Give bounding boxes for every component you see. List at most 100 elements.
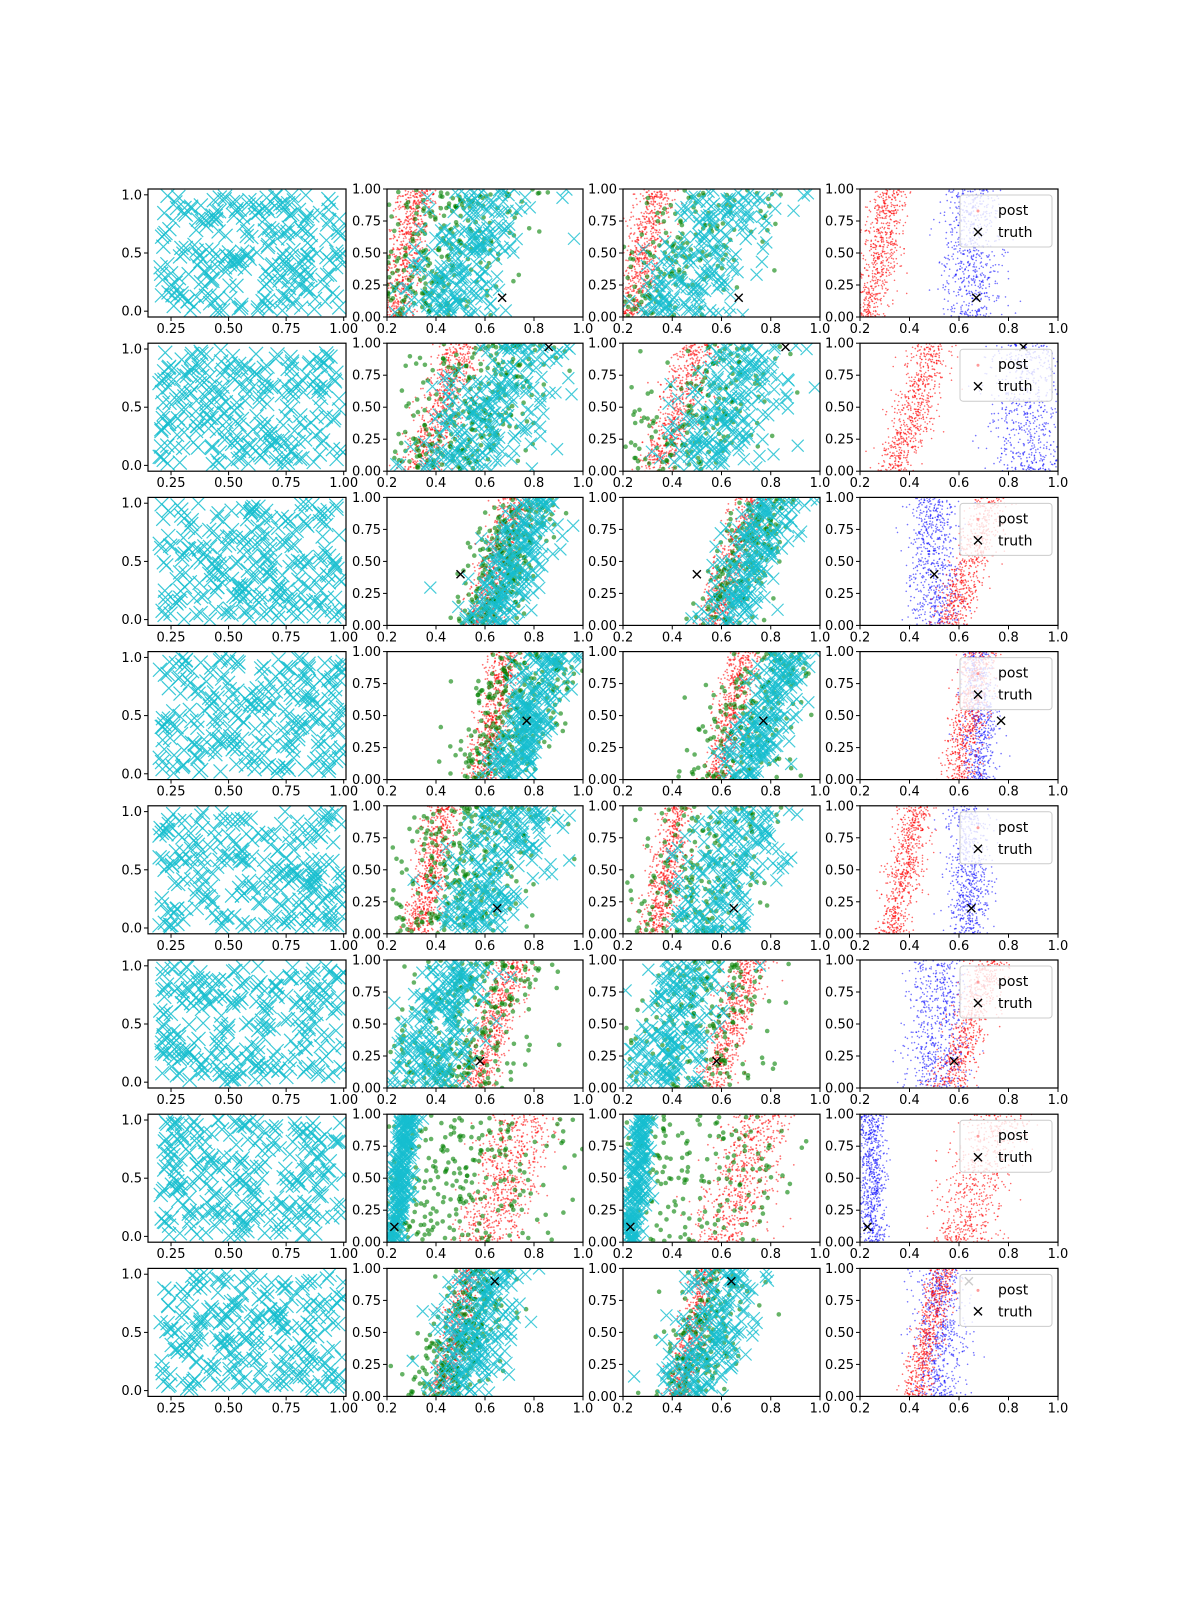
post-blue-point	[968, 252, 970, 254]
red-sample-point	[420, 436, 422, 438]
red-sample-point	[469, 366, 472, 369]
cyan-sample-marker	[414, 222, 428, 236]
red-sample-point	[632, 193, 635, 196]
cyan-sample-marker	[501, 204, 514, 218]
red-sample-point	[398, 288, 401, 291]
post-blue-point	[992, 264, 994, 267]
red-sample-point	[440, 405, 443, 408]
cyan-sample-marker	[412, 295, 426, 308]
green-sample-point	[446, 201, 452, 206]
red-sample-point	[641, 265, 644, 267]
cyan-sample-marker	[445, 261, 459, 275]
post-blue-point	[969, 250, 972, 253]
post-red-point	[890, 243, 892, 246]
cyan-sample-marker	[510, 232, 524, 246]
post-red-point	[883, 250, 886, 253]
red-sample-point	[671, 199, 674, 202]
prior-sample-marker	[317, 294, 333, 310]
cyan-sample-marker	[495, 205, 509, 219]
cyan-sample-marker	[718, 239, 732, 253]
red-sample-point	[454, 347, 456, 350]
post-red-point	[862, 314, 865, 317]
red-sample-point	[634, 255, 637, 258]
red-sample-point	[398, 208, 401, 211]
post-blue-point	[973, 263, 975, 266]
prior-sample-marker	[292, 266, 308, 282]
red-sample-point	[423, 394, 426, 397]
green-sample-point	[655, 218, 661, 224]
post-blue-point	[974, 292, 976, 295]
post-blue-point	[975, 293, 978, 296]
cyan-sample-marker	[713, 257, 727, 271]
post-red-point	[860, 229, 862, 231]
post-red-point	[886, 269, 888, 271]
post-blue-point	[969, 262, 971, 265]
red-sample-point	[461, 360, 464, 363]
post-blue-point	[975, 253, 978, 256]
prior-sample-marker	[325, 441, 341, 457]
green-sample-point	[645, 195, 651, 201]
red-sample-point	[461, 378, 464, 381]
prior-sample-marker	[177, 200, 192, 216]
post-red-point	[866, 310, 869, 313]
post-blue-point	[944, 288, 946, 291]
cyan-sample-marker	[660, 249, 673, 263]
red-sample-point	[623, 274, 626, 277]
green-sample-point	[640, 293, 645, 298]
red-sample-point	[641, 291, 644, 294]
red-sample-point	[418, 223, 420, 226]
post-blue-point	[962, 263, 965, 266]
prior-sample-marker	[214, 367, 230, 383]
post-blue-point	[980, 252, 982, 254]
red-sample-point	[656, 203, 659, 206]
red-sample-point	[404, 208, 406, 210]
panel-r2-c2: 0.2 0.4 0.6 0.8 1.00.000.250.500.751.00	[352, 337, 593, 492]
red-sample-point	[407, 230, 410, 233]
post-blue-point	[948, 258, 951, 261]
red-sample-point	[647, 208, 649, 211]
post-blue-point	[949, 207, 951, 209]
post-blue-point	[994, 282, 996, 285]
red-sample-point	[433, 402, 436, 405]
post-blue-point	[953, 311, 955, 313]
cyan-sample-marker	[640, 259, 654, 273]
red-sample-point	[635, 296, 637, 299]
red-sample-point	[658, 204, 661, 207]
post-red-point	[882, 273, 884, 276]
green-sample-point	[644, 274, 650, 279]
post-red-point	[872, 276, 874, 279]
post-blue-point	[941, 263, 943, 265]
post-red-point	[862, 286, 865, 289]
cyan-sample-marker	[731, 265, 745, 279]
cyan-sample-marker	[399, 282, 413, 296]
red-sample-point	[655, 238, 658, 241]
legend-post-swatch	[976, 209, 980, 213]
red-sample-point	[478, 359, 480, 361]
post-blue-point	[981, 189, 983, 192]
post-red-point	[879, 193, 882, 196]
red-sample-point	[430, 408, 432, 411]
prior-sample-marker	[249, 408, 264, 424]
red-sample-point	[455, 349, 458, 352]
y-tick-label: 0.00	[352, 311, 381, 326]
post-red-point	[881, 210, 883, 213]
cyan-sample-marker	[470, 208, 484, 221]
red-sample-point	[412, 202, 415, 205]
post-red-point	[892, 267, 894, 269]
red-sample-point	[633, 232, 636, 234]
post-blue-point	[983, 189, 985, 192]
prior-sample-marker	[273, 294, 289, 310]
green-sample-point	[402, 298, 407, 303]
cyan-sample-marker	[448, 289, 462, 303]
red-sample-point	[420, 241, 423, 243]
red-sample-point	[636, 258, 639, 261]
post-red-point	[868, 304, 871, 307]
cyan-sample-marker	[706, 189, 720, 197]
green-sample-point	[439, 462, 445, 467]
post-red-point	[899, 219, 901, 221]
red-sample-point	[652, 199, 655, 201]
post-red-point	[876, 230, 878, 233]
red-sample-point	[638, 265, 641, 267]
red-sample-point	[445, 349, 448, 351]
post-red-point	[877, 284, 880, 287]
